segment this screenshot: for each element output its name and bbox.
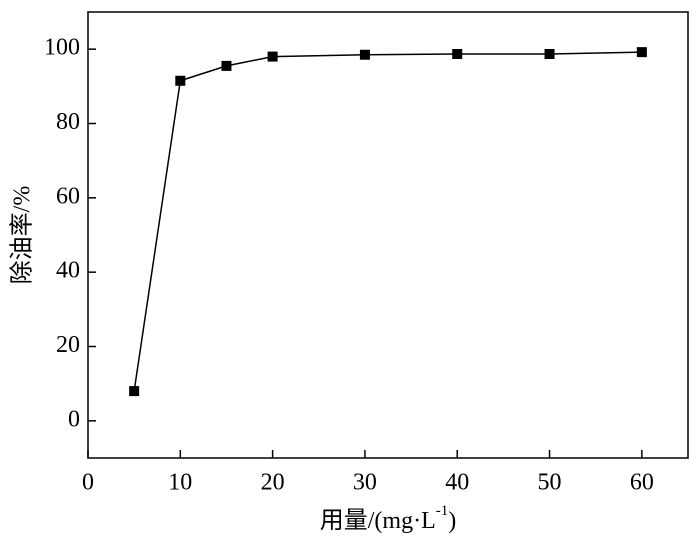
point-marker — [175, 75, 186, 86]
x-tick-label: 50 — [538, 470, 562, 496]
point-marker — [452, 48, 463, 59]
x-tick-label: 0 — [82, 470, 94, 496]
point-marker — [359, 49, 370, 60]
y-tick-label: 40 — [56, 258, 80, 284]
x-axis-label-main: 用量/(mg·L — [320, 508, 436, 534]
point-marker — [129, 386, 140, 397]
y-tick-label: 20 — [56, 332, 80, 358]
x-tick-label: 40 — [445, 470, 469, 496]
y-tick-label: 80 — [56, 109, 80, 135]
x-tick-label: 20 — [261, 470, 285, 496]
x-axis-label: 用量/(mg·L-1) — [320, 503, 456, 533]
point-marker — [544, 48, 555, 59]
point-marker — [221, 60, 232, 71]
x-tick-label: 60 — [630, 470, 654, 496]
y-tick-label: 60 — [56, 183, 80, 209]
x-axis-label-sup: -1 — [436, 503, 449, 519]
x-tick-label: 30 — [353, 470, 377, 496]
y-axis-label: 除油率/% — [9, 186, 36, 285]
y-tick-label: 0 — [68, 406, 80, 432]
point-marker — [267, 51, 278, 62]
series-line — [133, 51, 642, 392]
x-axis-label-tail: ) — [448, 508, 456, 534]
point-marker — [636, 47, 647, 58]
x-tick-label: 10 — [168, 470, 192, 496]
y-tick-label: 100 — [44, 35, 80, 61]
plot-frame — [87, 11, 689, 459]
